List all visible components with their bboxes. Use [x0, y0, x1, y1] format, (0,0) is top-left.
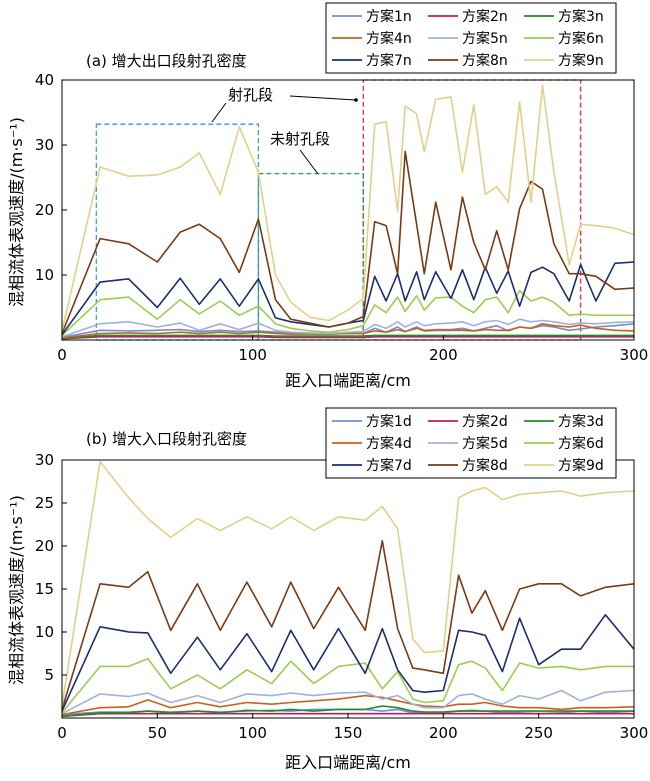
series-line-方案8n — [61, 150, 635, 334]
panel-a-annotation-layer — [95, 79, 582, 341]
panel-a-legend-box — [325, 2, 617, 74]
series-line-方案7d — [61, 613, 635, 712]
x-tick-label: 0 — [57, 724, 67, 742]
legend-label-方案2n: 方案2n — [462, 8, 508, 25]
legend-label-方案6d: 方案6d — [558, 435, 604, 452]
panel-b-series-layer — [61, 460, 635, 718]
x-tick-label: 200 — [429, 724, 458, 742]
y-tick-label: 25 — [35, 494, 54, 512]
legend-label-方案7d: 方案7d — [366, 457, 412, 474]
y-tick-label: 5 — [44, 666, 54, 684]
panel-b-plot-frame — [61, 459, 635, 719]
panel-a-plot-frame — [61, 79, 635, 341]
x-tick-label: 0 — [57, 346, 67, 364]
series-line-方案8d — [61, 539, 635, 710]
panel-a-title: (a) 增大出口段射孔密度 — [86, 52, 247, 70]
panel-a-legend: 方案1n 方案2n 方案3n 方案4n 方案5n 方案6n 方案7n 方案8n 方案9n — [325, 2, 617, 74]
annotation-label-perforated: 射孔段 — [228, 86, 273, 104]
series-line-方案9n — [61, 84, 635, 332]
x-tick-label: 200 — [429, 346, 458, 364]
x-tick-label: 300 — [620, 346, 649, 364]
legend-label-方案8d: 方案8d — [462, 457, 508, 474]
y-tick-label: 40 — [35, 71, 54, 89]
series-line-方案2n — [61, 335, 634, 340]
series-line-方案4n — [61, 322, 635, 339]
x-tick-label: 250 — [524, 724, 553, 742]
y-tick-label: 10 — [35, 623, 54, 641]
panel-b-legend-box — [325, 407, 617, 479]
legend-label-方案5d: 方案5d — [462, 435, 508, 452]
x-tick-label: 50 — [148, 724, 167, 742]
annotation-pointer-perforated — [211, 95, 358, 123]
legend-label-方案9n: 方案9n — [558, 52, 604, 69]
panel-a: 0 100 200 300 10 20 30 40 (a) 增大出口段射孔密度 距入口端距离/… — [7, 2, 648, 390]
y-tick-label: 20 — [35, 201, 54, 219]
series-line-方案6n — [61, 289, 634, 336]
legend-label-方案4n: 方案4n — [366, 30, 412, 47]
annotation-box-2 — [95, 123, 260, 341]
legend-label-方案3n: 方案3n — [558, 8, 604, 25]
series-line-方案7n — [61, 261, 635, 336]
x-tick-label: 100 — [238, 724, 267, 742]
series-line-方案3n — [61, 334, 634, 340]
panel-b-legend: 方案1d 方案2d 方案3d 方案4d 方案5d 方案6d 方案7d 方案8d 方案9d — [325, 407, 617, 479]
legend-label-方案1d: 方案1d — [366, 413, 412, 430]
legend-label-方案8n: 方案8n — [462, 52, 508, 69]
panel-b-x-axis-title: 距入口端距离/cm — [285, 753, 411, 772]
panel-b: 0 50 100 150 200 250 300 5 10 15 20 25 30 (b) 增大入口段射… — [7, 407, 648, 772]
y-tick-label: 30 — [35, 451, 54, 469]
legend-label-方案3d: 方案3d — [558, 413, 604, 430]
x-tick-label: 150 — [334, 724, 363, 742]
legend-label-方案7n: 方案7n — [366, 52, 412, 69]
panel-b-y-axis-title: 混相流体表观速度/(m·s⁻¹) — [7, 495, 26, 685]
legend-label-方案5n: 方案5n — [462, 30, 508, 47]
legend-label-方案2d: 方案2d — [462, 413, 508, 430]
y-tick-label: 10 — [35, 266, 54, 284]
legend-label-方案1n: 方案1n — [366, 8, 412, 25]
x-tick-label: 100 — [238, 346, 267, 364]
series-line-方案5n — [61, 318, 635, 338]
y-tick-label: 30 — [35, 136, 54, 154]
panel-a-y-axis-title: 混相流体表观速度/(m·s⁻¹) — [7, 117, 26, 307]
panel-b-tick-layer: 0 50 100 150 200 250 300 5 10 15 20 25 30 — [35, 451, 648, 742]
x-tick-label: 300 — [620, 724, 649, 742]
panel-a-x-axis-title: 距入口端距离/cm — [285, 371, 411, 390]
series-line-方案2d — [61, 712, 634, 718]
annotation-pointer-unperforated — [299, 149, 319, 175]
series-line-方案6d — [61, 657, 634, 714]
legend-label-方案4d: 方案4d — [366, 435, 412, 452]
series-line-方案3d — [61, 705, 634, 718]
annotation-label-unperforated: 未射孔段 — [270, 130, 330, 148]
panel-a-series-layer — [61, 84, 635, 340]
panel-a-tick-layer: 0 100 200 300 10 20 30 40 — [35, 71, 648, 364]
y-tick-label: 15 — [35, 580, 54, 598]
legend-label-方案6n: 方案6n — [558, 30, 604, 47]
series-line-方案4d — [61, 694, 635, 716]
y-tick-label: 20 — [35, 537, 54, 555]
series-line-方案9d — [61, 460, 635, 707]
series-line-方案5d — [61, 689, 635, 715]
legend-label-方案9d: 方案9d — [558, 457, 604, 474]
panel-b-title: (b) 增大入口段射孔密度 — [86, 430, 247, 448]
